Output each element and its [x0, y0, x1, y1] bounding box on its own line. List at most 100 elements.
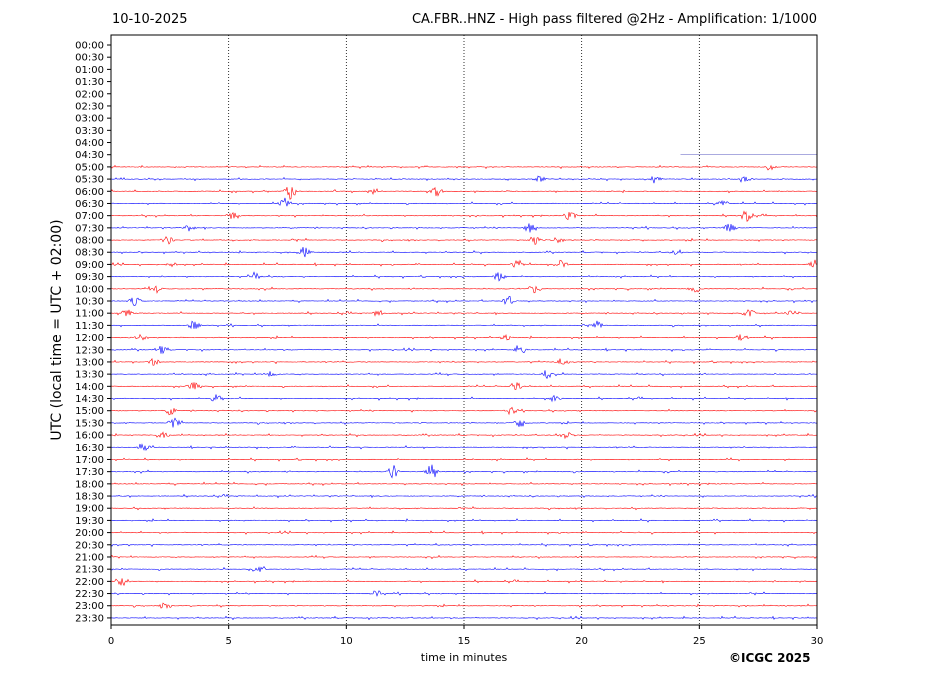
trace-1930	[111, 518, 817, 523]
trace-1130	[110, 320, 818, 330]
y-tick-label: 23:00	[75, 601, 104, 612]
trace-1730	[110, 464, 818, 479]
y-tick-label: 13:30	[75, 370, 104, 381]
y-tick-label: 00:00	[75, 41, 104, 52]
y-tick-label: 02:00	[75, 89, 104, 100]
y-tick-label: 16:00	[75, 431, 104, 442]
y-tick-label: 02:30	[75, 101, 104, 112]
y-tick-label: 19:00	[75, 504, 104, 515]
y-tick-label: 07:00	[75, 211, 104, 222]
y-tick-label: 18:30	[75, 492, 104, 503]
trace-2300	[110, 602, 818, 609]
y-tick-label: 05:30	[75, 175, 104, 186]
x-tick-label: 10	[340, 636, 353, 647]
y-tick-label: 14:00	[75, 382, 104, 393]
y-tick-label: 10:30	[75, 296, 104, 307]
trace-1800	[110, 481, 818, 487]
y-tick-label: 08:00	[75, 236, 104, 247]
y-tick-label: 01:00	[75, 65, 104, 76]
y-tick-label: 07:30	[75, 223, 104, 234]
y-tick-label: 11:00	[75, 309, 104, 320]
y-tick-label: 14:30	[75, 394, 104, 405]
trace-2000	[110, 530, 818, 535]
trace-1200	[110, 333, 818, 341]
trace-0630	[110, 197, 818, 207]
trace-0900	[110, 259, 818, 268]
y-tick-label: 08:30	[75, 248, 104, 259]
trace-2330	[110, 615, 818, 621]
trace-0930	[110, 271, 818, 282]
trace-1530	[110, 417, 818, 428]
y-tick-label: 04:30	[75, 150, 104, 161]
y-tick-label: 15:30	[75, 418, 104, 429]
trace-0830	[110, 247, 818, 258]
x-tick-label: 20	[575, 636, 588, 647]
x-tick-label: 30	[811, 636, 824, 647]
seismic-traces	[110, 154, 818, 621]
x-axis-label: time in minutes	[420, 651, 508, 664]
x-axis-ticks: 0 5 10 15 20 25 30	[108, 625, 824, 647]
y-tick-label: 20:00	[75, 528, 104, 539]
date-label: 10-10-2025	[112, 12, 188, 27]
y-tick-label: 21:30	[75, 565, 104, 576]
trace-0530	[110, 175, 818, 184]
y-tick-label: 21:00	[75, 552, 104, 563]
plot-frame	[110, 34, 818, 626]
trace-1700	[110, 457, 818, 462]
trace-0500	[110, 164, 818, 171]
trace-0600	[110, 186, 818, 200]
y-tick-label: 22:00	[75, 577, 104, 588]
x-tick-label: 15	[458, 636, 471, 647]
trace-0700	[110, 210, 818, 222]
trace-0800	[110, 236, 818, 245]
y-tick-label: 22:30	[75, 589, 104, 600]
y-tick-label: 06:00	[75, 187, 104, 198]
copyright-label: ©ICGC 2025	[729, 651, 811, 665]
trace-0730	[110, 223, 818, 233]
trace-1330	[110, 370, 818, 380]
y-tick-label: 23:30	[75, 613, 104, 624]
trace-1500	[110, 406, 818, 416]
y-tick-label: 16:30	[75, 443, 104, 454]
y-tick-label: 12:00	[75, 333, 104, 344]
vertical-gridlines	[228, 35, 700, 625]
y-tick-label: 13:00	[75, 357, 104, 368]
trace-1300	[110, 357, 818, 366]
trace-2030	[110, 542, 818, 547]
y-tick-label: 11:30	[75, 321, 104, 332]
trace-1100	[110, 309, 818, 317]
trace-2100	[110, 554, 818, 560]
y-tick-label: 12:30	[75, 345, 104, 356]
trace-2130	[110, 566, 818, 572]
x-tick-label: 25	[693, 636, 706, 647]
trace-1600	[110, 431, 818, 440]
y-tick-label: 20:30	[75, 540, 104, 551]
y-tick-label: 09:30	[75, 272, 104, 283]
y-tick-label: 18:00	[75, 479, 104, 490]
chart-title: CA.FBR..HNZ - High pass filtered @2Hz - …	[411, 12, 817, 27]
y-tick-label: 04:00	[75, 138, 104, 149]
trace-1030	[110, 295, 818, 306]
y-tick-label: 00:30	[75, 53, 104, 64]
y-tick-label: 09:00	[75, 260, 104, 271]
x-tick-label: 0	[108, 636, 114, 647]
trace-1400	[110, 382, 818, 390]
trace-1000	[110, 285, 818, 294]
trace-2230	[110, 590, 818, 597]
y-tick-label: 15:00	[75, 406, 104, 417]
y-tick-label: 03:00	[75, 114, 104, 125]
y-tick-label: 03:30	[75, 126, 104, 137]
y-tick-label: 01:30	[75, 77, 104, 88]
trace-1630	[110, 443, 818, 451]
trace-1430	[110, 394, 818, 403]
y-tick-label: 10:00	[75, 284, 104, 295]
x-tick-label: 5	[225, 636, 231, 647]
trace-1230	[110, 345, 817, 355]
trace-2200	[110, 578, 818, 587]
y-tick-label: 17:00	[75, 455, 104, 466]
trace-1900	[110, 506, 818, 511]
y-tick-label: 05:00	[75, 162, 104, 173]
y-tick-label: 06:30	[75, 199, 104, 210]
